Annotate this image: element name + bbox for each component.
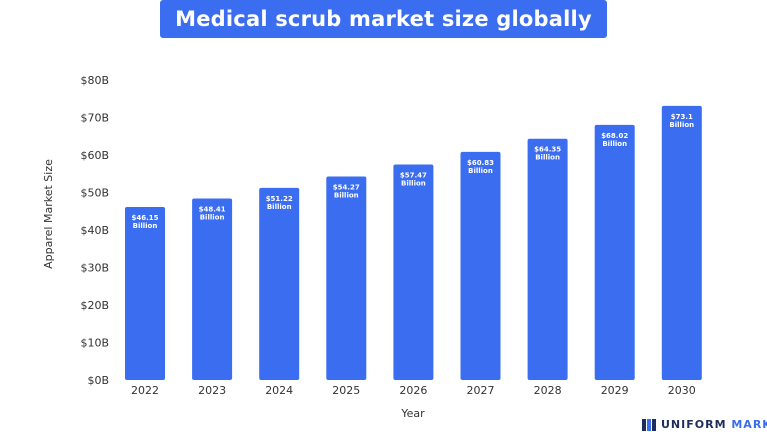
bar-unit-label: Billion bbox=[468, 167, 493, 175]
x-axis-ticks: 2022 2023 2024 2025 2026 2027 2028 2029 2030 bbox=[131, 384, 696, 397]
x-tick-label: 2030 bbox=[668, 384, 696, 397]
bar-unit-label: Billion bbox=[200, 213, 225, 221]
bar bbox=[259, 187, 300, 380]
bar-unit-label: Billion bbox=[133, 222, 158, 230]
bar-value-label: $73.1 bbox=[671, 113, 693, 121]
chart-title-banner: Medical scrub market size globally bbox=[160, 0, 607, 38]
bar bbox=[661, 105, 702, 380]
bar-value-label: $57.47 bbox=[400, 171, 427, 179]
bar-unit-label: Billion bbox=[401, 179, 426, 187]
x-tick-label: 2025 bbox=[332, 384, 360, 397]
bar-value-label: $68.02 bbox=[601, 132, 628, 140]
y-tick-label: $30B bbox=[80, 262, 109, 275]
uniform-market-logo-icon bbox=[641, 417, 657, 432]
y-axis-title: Apparel Market Size bbox=[42, 159, 55, 269]
bar-value-label: $54.27 bbox=[333, 183, 360, 191]
x-tick-label: 2029 bbox=[601, 384, 629, 397]
bar bbox=[326, 176, 367, 380]
y-tick-label: $50B bbox=[80, 187, 109, 200]
bar bbox=[393, 164, 434, 380]
bars bbox=[125, 105, 702, 380]
logo-accent: MARKET bbox=[731, 418, 767, 431]
bar bbox=[460, 151, 501, 380]
chart-title: Medical scrub market size globally bbox=[175, 7, 592, 31]
bar-data-labels: $46.15Billion$48.41Billion$51.22Billion$… bbox=[131, 113, 694, 230]
bar bbox=[192, 198, 233, 380]
y-tick-label: $80B bbox=[80, 74, 109, 87]
bar-unit-label: Billion bbox=[669, 121, 694, 129]
bar bbox=[527, 138, 568, 380]
y-tick-label: $20B bbox=[80, 299, 109, 312]
logo-text: UNIFORM MARKET bbox=[661, 417, 767, 432]
bar-unit-label: Billion bbox=[535, 154, 560, 162]
x-tick-label: 2027 bbox=[467, 384, 495, 397]
y-axis-ticks: $0B $10B $20B $30B $40B $50B $60B $70B $80B bbox=[80, 74, 109, 387]
y-tick-label: $10B bbox=[80, 337, 109, 350]
y-tick-label: $70B bbox=[80, 112, 109, 125]
x-tick-label: 2024 bbox=[265, 384, 293, 397]
bar-value-label: $64.35 bbox=[534, 146, 561, 154]
bar-value-label: $60.83 bbox=[467, 159, 494, 167]
bar bbox=[594, 124, 635, 380]
bar-unit-label: Billion bbox=[602, 140, 627, 148]
logo-name: UNIFORM bbox=[661, 418, 727, 431]
bar-value-label: $48.41 bbox=[199, 205, 226, 213]
bar-unit-label: Billion bbox=[267, 203, 292, 211]
bar-value-label: $46.15 bbox=[131, 214, 158, 222]
x-tick-label: 2028 bbox=[534, 384, 562, 397]
bar bbox=[125, 206, 165, 380]
x-tick-label: 2023 bbox=[198, 384, 226, 397]
x-axis-title: Year bbox=[400, 407, 425, 420]
x-tick-label: 2022 bbox=[131, 384, 159, 397]
y-tick-label: $60B bbox=[80, 149, 109, 162]
y-tick-label: $0B bbox=[87, 374, 109, 387]
bar-value-label: $51.22 bbox=[266, 195, 293, 203]
bar-unit-label: Billion bbox=[334, 191, 359, 199]
brand-logo: UNIFORM MARKET bbox=[641, 417, 767, 432]
x-tick-label: 2026 bbox=[399, 384, 427, 397]
y-tick-label: $40B bbox=[80, 224, 109, 237]
